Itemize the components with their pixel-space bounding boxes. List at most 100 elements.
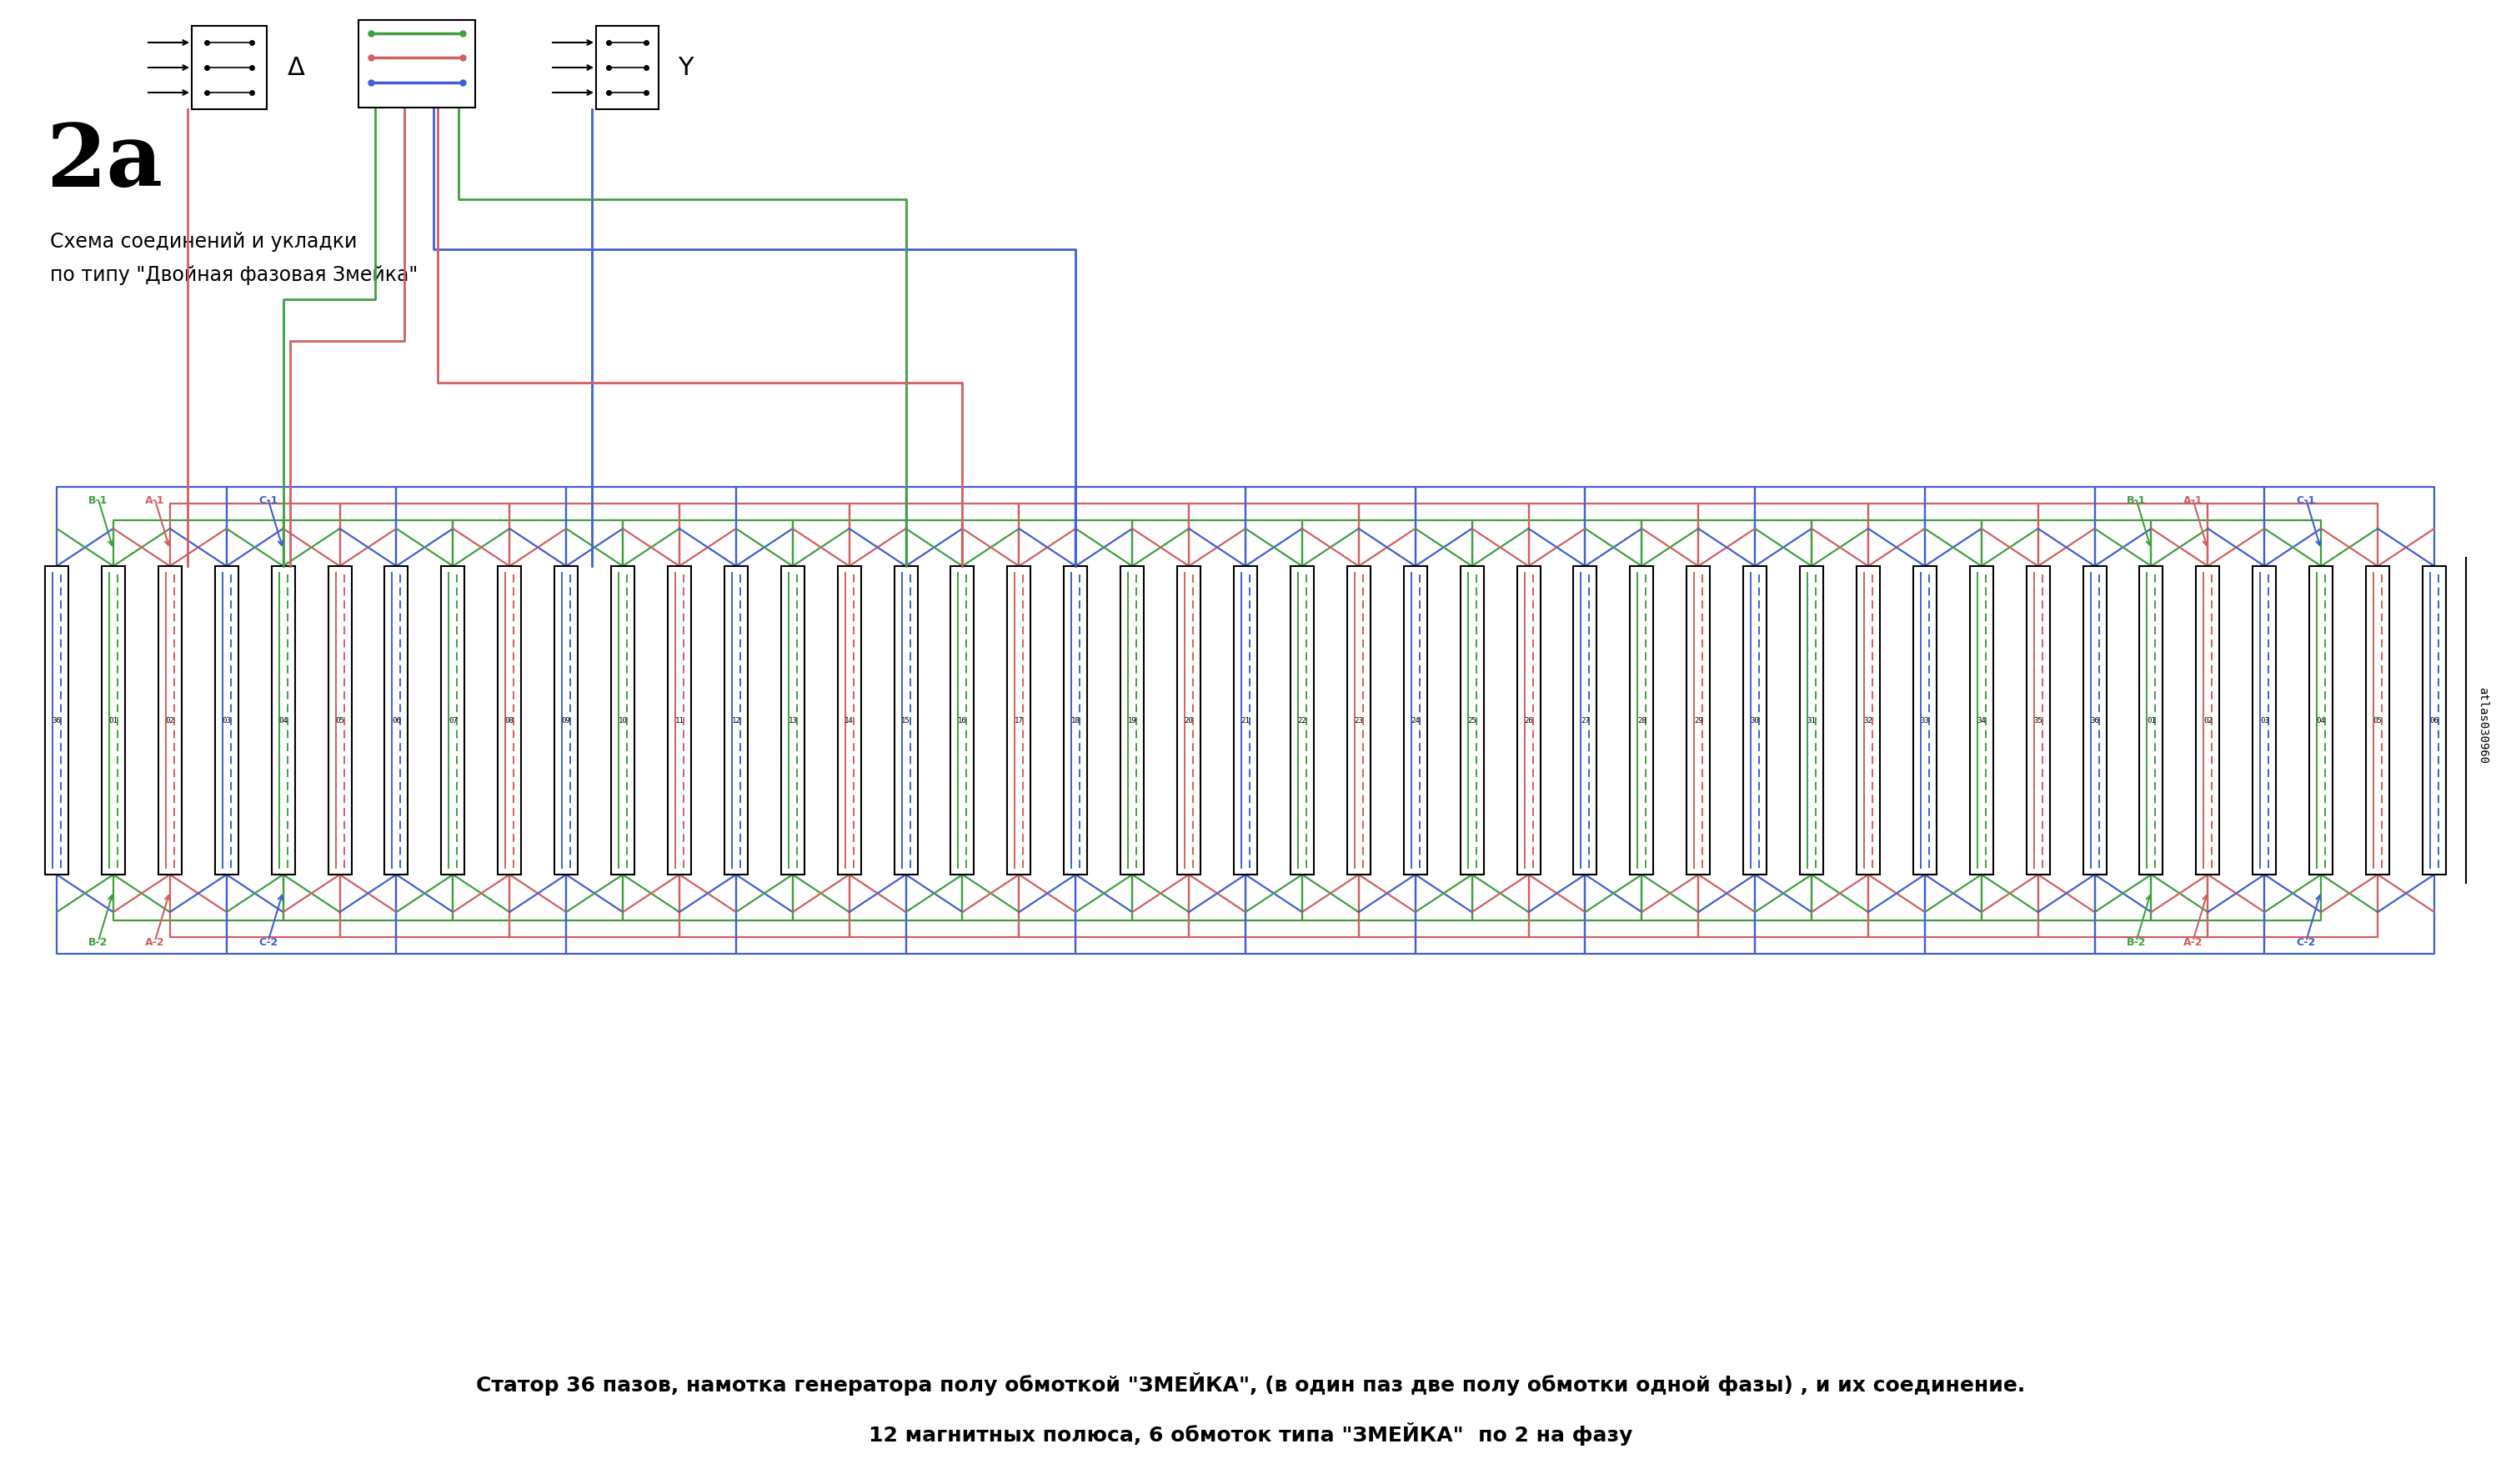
Text: Схема соединений и укладки: Схема соединений и укладки [50,232,358,252]
Text: Δ: Δ [288,56,305,80]
Text: 11: 11 [675,717,683,724]
Text: A-2: A-2 [2183,936,2203,947]
Text: 07: 07 [448,717,458,724]
Bar [1120,567,1143,876]
Bar [1913,567,1936,876]
Bar [1518,567,1541,876]
Text: 12: 12 [730,717,740,724]
Text: 17: 17 [1015,717,1023,724]
Bar [838,567,860,876]
Bar [158,567,183,876]
Text: 27: 27 [1581,717,1591,724]
Bar [2196,567,2218,876]
Text: C-1: C-1 [258,494,278,506]
Text: 28: 28 [1638,717,1646,724]
Text: Y: Y [678,56,693,80]
Text: 2a: 2a [45,120,163,205]
Bar [1008,567,1030,876]
Text: 14: 14 [845,717,853,724]
Bar [895,567,918,876]
Bar [385,567,408,876]
Text: 15: 15 [900,717,910,724]
Bar [1631,567,1653,876]
Text: 33: 33 [1921,717,1928,724]
Text: atlas030960: atlas030960 [2476,687,2488,763]
Text: 19: 19 [1128,717,1138,724]
Bar [950,567,973,876]
Bar [1743,567,1766,876]
Bar [1178,567,1200,876]
Bar [1856,567,1881,876]
Bar [440,567,465,876]
Bar [1686,567,1711,876]
Bar [498,567,520,876]
Text: 35: 35 [2033,717,2043,724]
Text: 22: 22 [1298,717,1306,724]
Text: 03: 03 [223,717,230,724]
Bar [780,567,805,876]
Bar [215,567,238,876]
Bar [1233,567,1258,876]
Bar [1971,567,1993,876]
Text: C-2: C-2 [258,936,278,947]
Bar [2138,567,2163,876]
Bar [1573,567,1596,876]
Text: 36: 36 [2091,717,2098,724]
Text: B-1: B-1 [2126,494,2146,506]
Bar [1063,567,1088,876]
Text: 21: 21 [1240,717,1250,724]
Text: 04: 04 [2316,717,2326,724]
Text: B-1: B-1 [88,494,108,506]
Bar [555,567,578,876]
Text: Статор 36 пазов, намотка генератора полу обмоткой "ЗМЕЙКА", (в один паз две полу: Статор 36 пазов, намотка генератора полу… [475,1371,2026,1395]
Text: C-2: C-2 [2296,936,2316,947]
Text: 36: 36 [53,717,60,724]
Text: 10: 10 [618,717,628,724]
Bar [2253,567,2276,876]
Text: 13: 13 [788,717,798,724]
Bar [2308,567,2333,876]
Bar [725,567,748,876]
Text: 26: 26 [1523,717,1533,724]
Text: 29: 29 [1693,717,1703,724]
Text: 05: 05 [335,717,345,724]
Text: 20: 20 [1185,717,1193,724]
Bar [1291,567,1313,876]
Text: C-1: C-1 [2296,494,2316,506]
Text: 09: 09 [563,717,570,724]
Text: 16: 16 [958,717,968,724]
Text: 02: 02 [165,717,175,724]
Text: 12 магнитных полюса, 6 обмоток типа "ЗМЕЙКА"  по 2 на фазу: 12 магнитных полюса, 6 обмоток типа "ЗМЕ… [868,1422,1633,1445]
Bar [2083,567,2106,876]
Bar [1461,567,1483,876]
Bar [668,567,690,876]
Text: A-1: A-1 [2183,494,2203,506]
Bar [610,567,635,876]
Text: 31: 31 [1808,717,1816,724]
Bar [273,567,295,876]
Text: 30: 30 [1751,717,1761,724]
Bar [2423,567,2446,876]
Text: B-2: B-2 [88,936,108,947]
Bar [103,567,125,876]
Bar [2366,567,2388,876]
Text: 23: 23 [1353,717,1363,724]
Text: 02: 02 [2203,717,2213,724]
Bar [2026,567,2051,876]
Text: 01: 01 [2146,717,2156,724]
Text: 04: 04 [278,717,288,724]
Text: 08: 08 [505,717,515,724]
Text: 05: 05 [2373,717,2381,724]
Text: A-1: A-1 [145,494,165,506]
Text: A-2: A-2 [145,936,165,947]
Text: 06: 06 [2431,717,2438,724]
Text: 01: 01 [110,717,118,724]
Text: 18: 18 [1070,717,1080,724]
Text: 34: 34 [1976,717,1986,724]
Bar [1348,567,1371,876]
Bar [328,567,353,876]
Text: B-2: B-2 [2126,936,2146,947]
Text: 03: 03 [2261,717,2268,724]
Bar [1801,567,1823,876]
Bar [595,27,658,110]
